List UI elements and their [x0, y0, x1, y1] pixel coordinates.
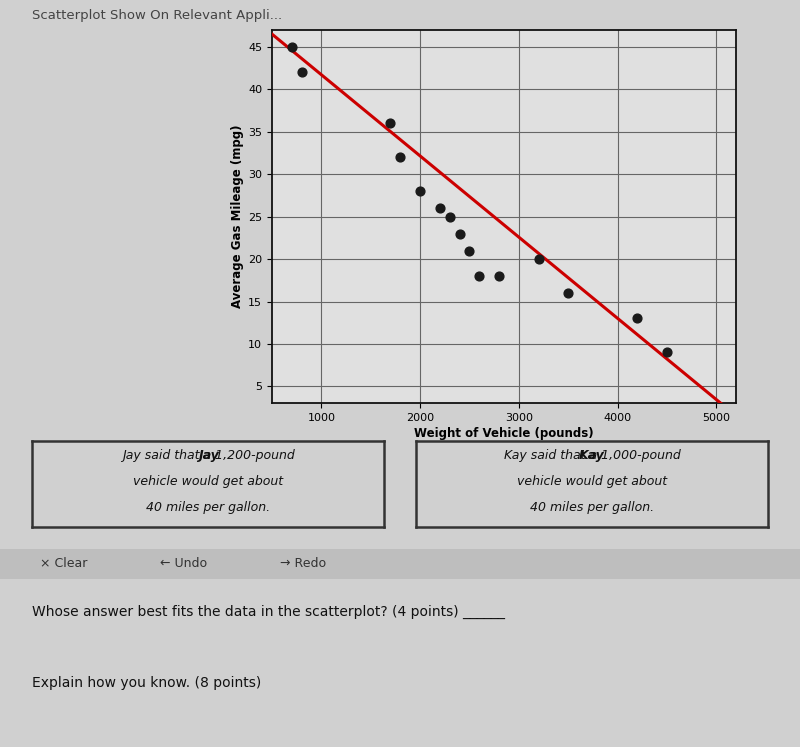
- Point: [453, 228, 466, 240]
- Point: [384, 117, 397, 129]
- Text: Kay said that a 1,000-pound: Kay said that a 1,000-pound: [504, 449, 680, 462]
- Y-axis label: Average Gas Mileage (mpg): Average Gas Mileage (mpg): [231, 125, 244, 309]
- Text: Whose answer best fits the data in the scatterplot? (4 points) ______: Whose answer best fits the data in the s…: [32, 605, 505, 619]
- Point: [443, 211, 456, 223]
- Point: [562, 287, 574, 299]
- Text: vehicle would get about: vehicle would get about: [517, 475, 667, 488]
- Text: Kay: Kay: [579, 449, 605, 462]
- Text: Explain how you know. (8 points): Explain how you know. (8 points): [32, 676, 262, 690]
- Text: Jay said that a 1,200-pound: Jay said that a 1,200-pound: [122, 449, 294, 462]
- Text: 40 miles per gallon.: 40 miles per gallon.: [146, 500, 270, 514]
- Text: Scatterplot Show On Relevant Appli...: Scatterplot Show On Relevant Appli...: [32, 9, 282, 22]
- Text: Jay: Jay: [198, 449, 218, 462]
- Point: [286, 41, 298, 53]
- Point: [463, 244, 476, 256]
- Point: [295, 66, 308, 78]
- Text: → Redo: → Redo: [280, 557, 326, 571]
- Point: [394, 151, 406, 163]
- Point: [532, 253, 545, 265]
- Point: [493, 270, 506, 282]
- Text: vehicle would get about: vehicle would get about: [133, 475, 283, 488]
- Point: [414, 185, 426, 197]
- Text: ← Undo: ← Undo: [160, 557, 207, 571]
- Point: [434, 202, 446, 214]
- Point: [473, 270, 486, 282]
- X-axis label: Weight of Vehicle (pounds): Weight of Vehicle (pounds): [414, 427, 594, 440]
- Text: × Clear: × Clear: [40, 557, 87, 571]
- Point: [631, 312, 644, 324]
- Point: [661, 347, 674, 359]
- Text: 40 miles per gallon.: 40 miles per gallon.: [530, 500, 654, 514]
